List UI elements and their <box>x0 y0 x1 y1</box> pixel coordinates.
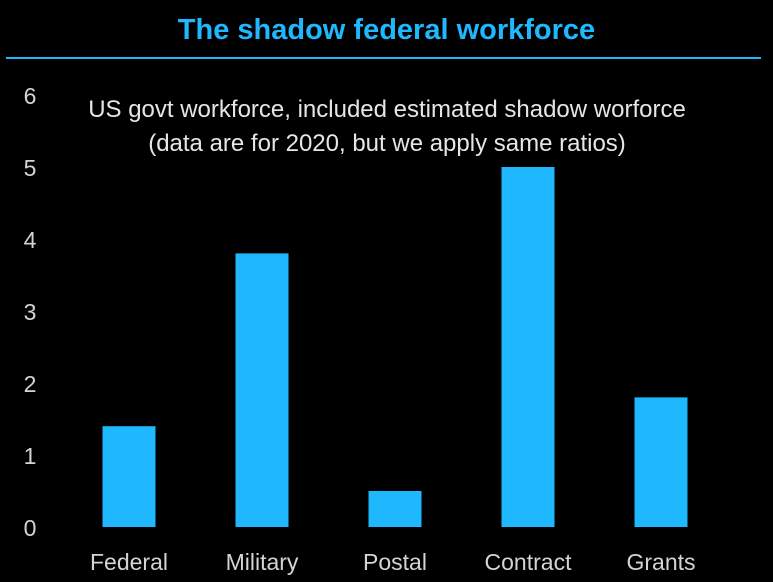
bar-postal <box>368 491 422 527</box>
y-tick-label: 2 <box>24 371 37 397</box>
y-tick-label: 5 <box>24 155 37 181</box>
title-divider <box>6 57 761 59</box>
y-tick-label: 3 <box>24 299 37 325</box>
x-category-label: Federal <box>90 549 168 575</box>
bar-federal <box>102 426 156 527</box>
page-title: The shadow federal workforce <box>177 14 596 46</box>
y-tick-label: 0 <box>24 515 37 541</box>
x-category-label: Postal <box>363 549 427 575</box>
y-tick-label: 1 <box>24 443 37 469</box>
y-tick-label: 6 <box>24 83 37 109</box>
x-category-label: Grants <box>626 549 695 575</box>
y-tick-label: 4 <box>24 227 37 253</box>
x-category-label: Military <box>226 549 299 575</box>
bar-grants <box>634 397 688 527</box>
bar-military <box>235 253 289 527</box>
bar-contract <box>501 167 555 527</box>
x-category-label: Contract <box>485 549 573 575</box>
chart-subtitle-line: US govt workforce, included estimated sh… <box>88 96 686 123</box>
chart-subtitle-line: (data are for 2020, but we apply same ra… <box>148 130 626 157</box>
